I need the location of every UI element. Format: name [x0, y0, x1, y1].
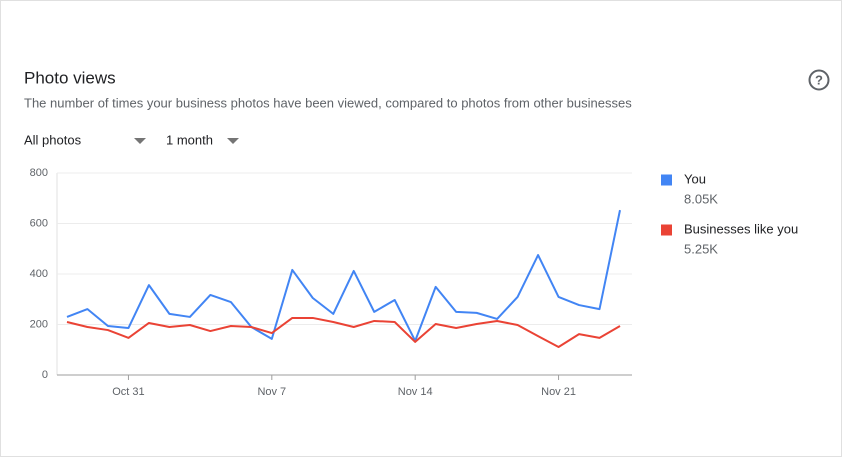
y-tick-label: 200 — [30, 318, 48, 330]
series-line — [66, 316, 621, 348]
x-tick-label: Nov 14 — [398, 386, 433, 398]
photo-filter[interactable]: All photos — [24, 132, 146, 147]
legend-swatch — [661, 224, 672, 236]
period-filter[interactable]: 1 month — [166, 132, 239, 147]
help-icon[interactable]: ? — [808, 69, 830, 91]
help-circle — [808, 69, 830, 91]
subtitle: The number of times your business photos… — [24, 95, 632, 110]
y-tick-label: 400 — [30, 268, 48, 280]
y-tick-label: 600 — [30, 217, 48, 229]
help-mark: ? — [815, 72, 823, 87]
x-tick-label: Nov 21 — [541, 386, 576, 398]
series-line — [66, 209, 621, 342]
legend-label: Businesses like you — [684, 221, 798, 236]
legend-swatch — [661, 174, 672, 186]
legend-total: 8.05K — [684, 191, 718, 206]
dropdown-arrow — [227, 138, 239, 144]
filter-label: All photos — [24, 132, 82, 147]
dropdown-arrow — [134, 138, 146, 144]
legend-label: You — [684, 171, 706, 186]
y-tick-label: 800 — [30, 167, 48, 179]
x-tick-label: Oct 31 — [112, 386, 144, 398]
x-tick-label: Nov 7 — [257, 386, 286, 398]
filter-label: 1 month — [166, 132, 213, 147]
y-tick-label: 0 — [42, 369, 48, 381]
title: Photo views — [24, 68, 116, 87]
legend-total: 5.25K — [684, 241, 718, 256]
